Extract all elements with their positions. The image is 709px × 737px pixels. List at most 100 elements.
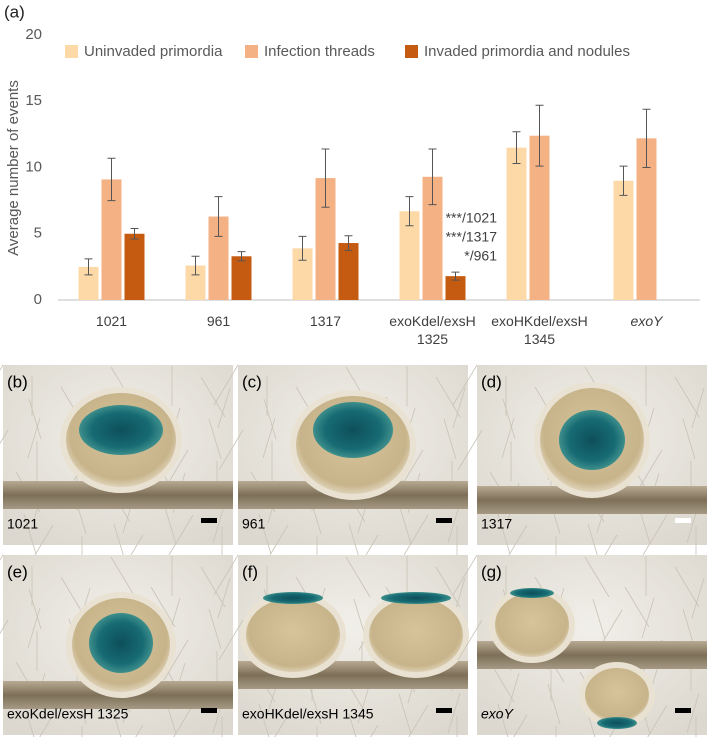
bar bbox=[185, 265, 206, 300]
root-hair bbox=[408, 704, 429, 737]
error-bar bbox=[107, 157, 116, 202]
scale-bar bbox=[201, 518, 217, 523]
error-bar bbox=[344, 235, 353, 251]
bar bbox=[399, 211, 420, 300]
bar bbox=[231, 256, 252, 300]
root-hair bbox=[592, 598, 606, 640]
root-hair bbox=[258, 513, 272, 555]
root-hair bbox=[23, 703, 35, 737]
error-bar bbox=[237, 251, 246, 262]
error-bar bbox=[451, 271, 460, 281]
panel-caption: exoHKdel/exsH 1345 bbox=[242, 706, 374, 722]
root-hair bbox=[135, 724, 144, 737]
scale-bar bbox=[675, 708, 691, 713]
root-hair bbox=[0, 364, 4, 371]
stain bbox=[89, 613, 153, 673]
root-hair bbox=[208, 608, 222, 650]
panel-label: (g) bbox=[481, 562, 502, 581]
root-hair bbox=[113, 713, 122, 737]
x-tick-label: 961 bbox=[206, 313, 231, 329]
legend-label: Invaded primordia and nodules bbox=[424, 43, 630, 60]
root-hair bbox=[28, 588, 42, 630]
bar bbox=[422, 176, 443, 300]
bar bbox=[124, 233, 145, 300]
root-hair bbox=[641, 597, 655, 639]
root-hair bbox=[208, 418, 222, 460]
legend-swatch bbox=[245, 45, 258, 58]
bar bbox=[101, 179, 122, 300]
scale-bar bbox=[201, 708, 217, 713]
bar bbox=[613, 180, 634, 300]
panel-caption: 1317 bbox=[481, 516, 512, 532]
root-hair bbox=[0, 429, 9, 445]
bar bbox=[208, 216, 229, 300]
annotation: */961 bbox=[464, 248, 497, 264]
micrograph-panel: (g) exoY bbox=[452, 554, 707, 737]
x-tick-label: exoHKdel/exsH 1345 bbox=[491, 313, 588, 347]
stain bbox=[559, 410, 625, 470]
bar bbox=[78, 266, 99, 300]
error-bar bbox=[84, 258, 93, 276]
annotation: ***/1021 bbox=[446, 210, 498, 226]
x-tick-label: exoY bbox=[630, 313, 663, 329]
micrograph-panel: (b) 1021 bbox=[0, 364, 233, 576]
nodule bbox=[240, 592, 346, 678]
root-hair bbox=[547, 683, 561, 725]
root-hair bbox=[457, 619, 483, 661]
bar bbox=[315, 178, 336, 300]
panel-label: (e) bbox=[7, 562, 28, 581]
stain bbox=[313, 402, 393, 458]
root-hair bbox=[513, 714, 528, 737]
root-hair bbox=[674, 376, 700, 418]
nodule bbox=[579, 662, 655, 728]
nodule bbox=[363, 592, 469, 678]
root-hair bbox=[443, 418, 457, 460]
stain bbox=[510, 588, 554, 598]
bar bbox=[338, 243, 359, 300]
root-hair bbox=[217, 577, 231, 619]
x-tick-label: 1317 bbox=[309, 313, 342, 329]
root-hair bbox=[637, 449, 663, 491]
root-hair bbox=[502, 398, 516, 440]
root-hair bbox=[263, 398, 277, 440]
root-hair bbox=[447, 502, 461, 544]
root-hair bbox=[28, 398, 42, 440]
root-hair bbox=[691, 387, 705, 429]
y-axis-label: Average number of events bbox=[5, 80, 22, 256]
micrograph-panel: (e) exoKdel/exsH 1325 bbox=[0, 554, 233, 737]
root-hair bbox=[452, 387, 466, 429]
stain bbox=[381, 592, 451, 604]
root-hair bbox=[218, 429, 244, 471]
scale-bar bbox=[675, 518, 691, 523]
root-hair bbox=[609, 724, 618, 737]
error-bar bbox=[642, 108, 651, 168]
root-hair bbox=[497, 703, 509, 737]
legend-swatch bbox=[65, 45, 78, 58]
panel-label: (b) bbox=[7, 372, 28, 391]
root-hair bbox=[506, 672, 520, 714]
bar bbox=[506, 147, 527, 300]
root-hair bbox=[308, 683, 322, 725]
root-hair bbox=[647, 704, 668, 737]
scale-bar bbox=[436, 708, 452, 713]
error-bar bbox=[512, 131, 521, 165]
root-hair bbox=[447, 692, 461, 734]
y-tick-label: 20 bbox=[25, 26, 42, 43]
root-hair bbox=[345, 556, 371, 598]
annotation: ***/1317 bbox=[446, 229, 498, 245]
panel-label: (f) bbox=[242, 562, 258, 581]
root-hair bbox=[23, 513, 37, 555]
error-bar bbox=[298, 235, 307, 261]
root-hair bbox=[0, 619, 9, 635]
micrograph-panel: (c) 961 bbox=[213, 364, 468, 576]
root-hair bbox=[348, 713, 357, 737]
root-hair bbox=[163, 503, 177, 545]
y-tick-label: 5 bbox=[34, 225, 42, 242]
stain bbox=[597, 717, 637, 729]
micrograph-panel: (f) exoHKdel/exsH 1345 bbox=[213, 554, 469, 737]
legend-swatch bbox=[405, 45, 418, 58]
root-hair bbox=[258, 703, 270, 737]
root-hair bbox=[642, 514, 668, 556]
root-hair bbox=[452, 364, 478, 406]
